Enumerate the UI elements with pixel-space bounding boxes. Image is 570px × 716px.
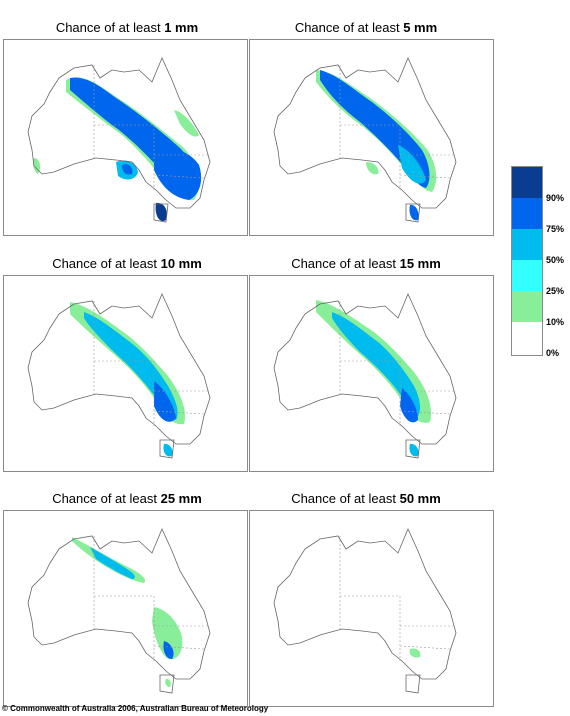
legend-label-75: 75%: [546, 224, 565, 234]
panel-title-5mm: Chance of at least 5 mm: [294, 20, 438, 35]
probability-legend: [511, 166, 543, 356]
australia-map-1mm: [27, 56, 211, 223]
legend-label-50: 50%: [546, 255, 565, 265]
map-panel-5mm: [249, 39, 494, 236]
probability-shading: [33, 77, 202, 222]
australia-coastline: [273, 292, 457, 459]
panel-title-10mm: Chance of at least 10 mm: [52, 256, 202, 271]
state-borders: [339, 65, 455, 190]
legend-swatch-90: [512, 167, 542, 198]
australia-coastline: [27, 527, 211, 694]
australia-map-50mm: [273, 527, 457, 694]
legend-swatch-25: [512, 260, 542, 291]
state-borders: [339, 301, 455, 426]
state-borders: [339, 536, 455, 661]
legend-label-10: 10%: [546, 317, 565, 327]
map-panel-15mm: [249, 275, 494, 472]
map-panel-1mm: [3, 39, 248, 236]
australia-coastline: [273, 527, 457, 694]
legend-swatch-0: [512, 322, 542, 355]
australia-map-15mm: [273, 292, 457, 459]
probability-shading: [409, 648, 421, 658]
legend-swatch-75: [512, 198, 542, 229]
map-panel-25mm: [3, 510, 248, 707]
state-borders: [93, 536, 209, 661]
legend-swatch-10: [512, 291, 542, 322]
legend-swatch-50: [512, 229, 542, 260]
australia-map-5mm: [273, 56, 457, 223]
map-panel-50mm: [249, 510, 494, 707]
australia-coastline: [273, 56, 457, 223]
australia-map-25mm: [27, 527, 211, 694]
panel-title-50mm: Chance of at least 50 mm: [291, 491, 441, 506]
map-panel-10mm: [3, 275, 248, 472]
panel-title-15mm: Chance of at least 15 mm: [291, 256, 441, 271]
australia-coastline: [27, 292, 211, 459]
australia-map-10mm: [27, 292, 211, 459]
state-borders: [93, 65, 209, 190]
probability-shading: [70, 302, 186, 457]
copyright-notice: © Commonwealth of Australia 2006, Austra…: [2, 704, 269, 713]
probability-shading: [72, 537, 183, 687]
panel-title-25mm: Chance of at least 25 mm: [52, 491, 202, 506]
probability-shading: [316, 300, 432, 457]
panel-title-1mm: Chance of at least 1 mm: [55, 20, 199, 35]
legend-label-0: 0%: [546, 348, 560, 358]
probability-shading: [316, 70, 437, 221]
legend-label-25: 25%: [546, 286, 565, 296]
australia-coastline: [27, 56, 211, 223]
state-borders: [93, 301, 209, 426]
legend-label-90: 90%: [546, 193, 565, 203]
